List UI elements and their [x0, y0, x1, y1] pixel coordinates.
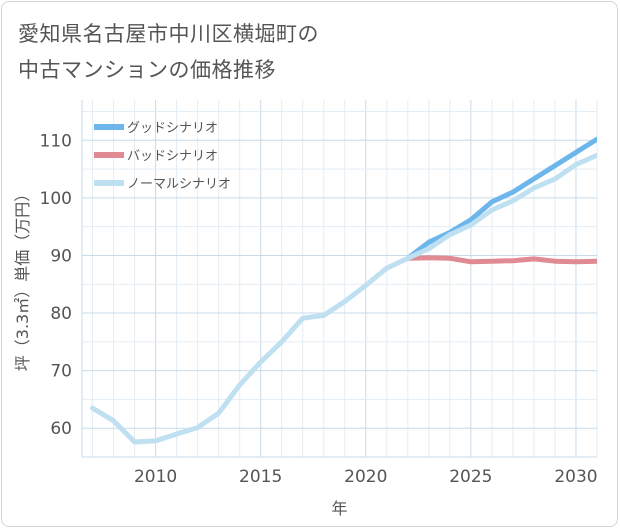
y-tick-label: 110 [40, 131, 72, 151]
x-tick-label: 2010 [134, 467, 177, 487]
y-axis-label: 坪（3.3㎡）単価（万円） [13, 186, 32, 371]
y-tick-label: 90 [50, 246, 72, 266]
series-bad [405, 255, 597, 265]
grid-lines [82, 100, 598, 458]
y-tick-label: 80 [50, 304, 72, 324]
legend-item-bad: バッドシナリオ [94, 149, 218, 164]
x-tick-label: 2030 [554, 467, 597, 487]
legend-item-good: グッドシナリオ [94, 121, 218, 136]
x-axis-label: 年 [331, 499, 347, 518]
y-tick-label: 100 [40, 189, 72, 209]
x-tick-label: 2020 [344, 467, 387, 487]
x-axis: 2010 2015 2020 2025 2030 [82, 456, 598, 487]
x-tick-label: 2015 [239, 467, 282, 487]
y-tick-label: 60 [50, 419, 72, 439]
legend-label: グッドシナリオ [127, 121, 218, 136]
y-tick-label: 70 [50, 362, 72, 382]
series-good [405, 136, 597, 261]
legend-label: ノーマルシナリオ [127, 177, 231, 192]
chart-title-line1: 愛知県名古屋市中川区横堀町の [18, 22, 319, 46]
series-lines [90, 136, 597, 445]
y-axis: 60 70 80 90 100 110 [40, 100, 83, 457]
chart-title: 愛知県名古屋市中川区横堀町の 中古マンションの価格推移 [18, 16, 438, 88]
chart-title-line2: 中古マンションの価格推移 [18, 58, 276, 82]
legend-label: バッドシナリオ [127, 149, 218, 164]
series-normal [90, 152, 597, 445]
legend-item-normal: ノーマルシナリオ [94, 177, 231, 192]
x-tick-label: 2025 [449, 467, 492, 487]
